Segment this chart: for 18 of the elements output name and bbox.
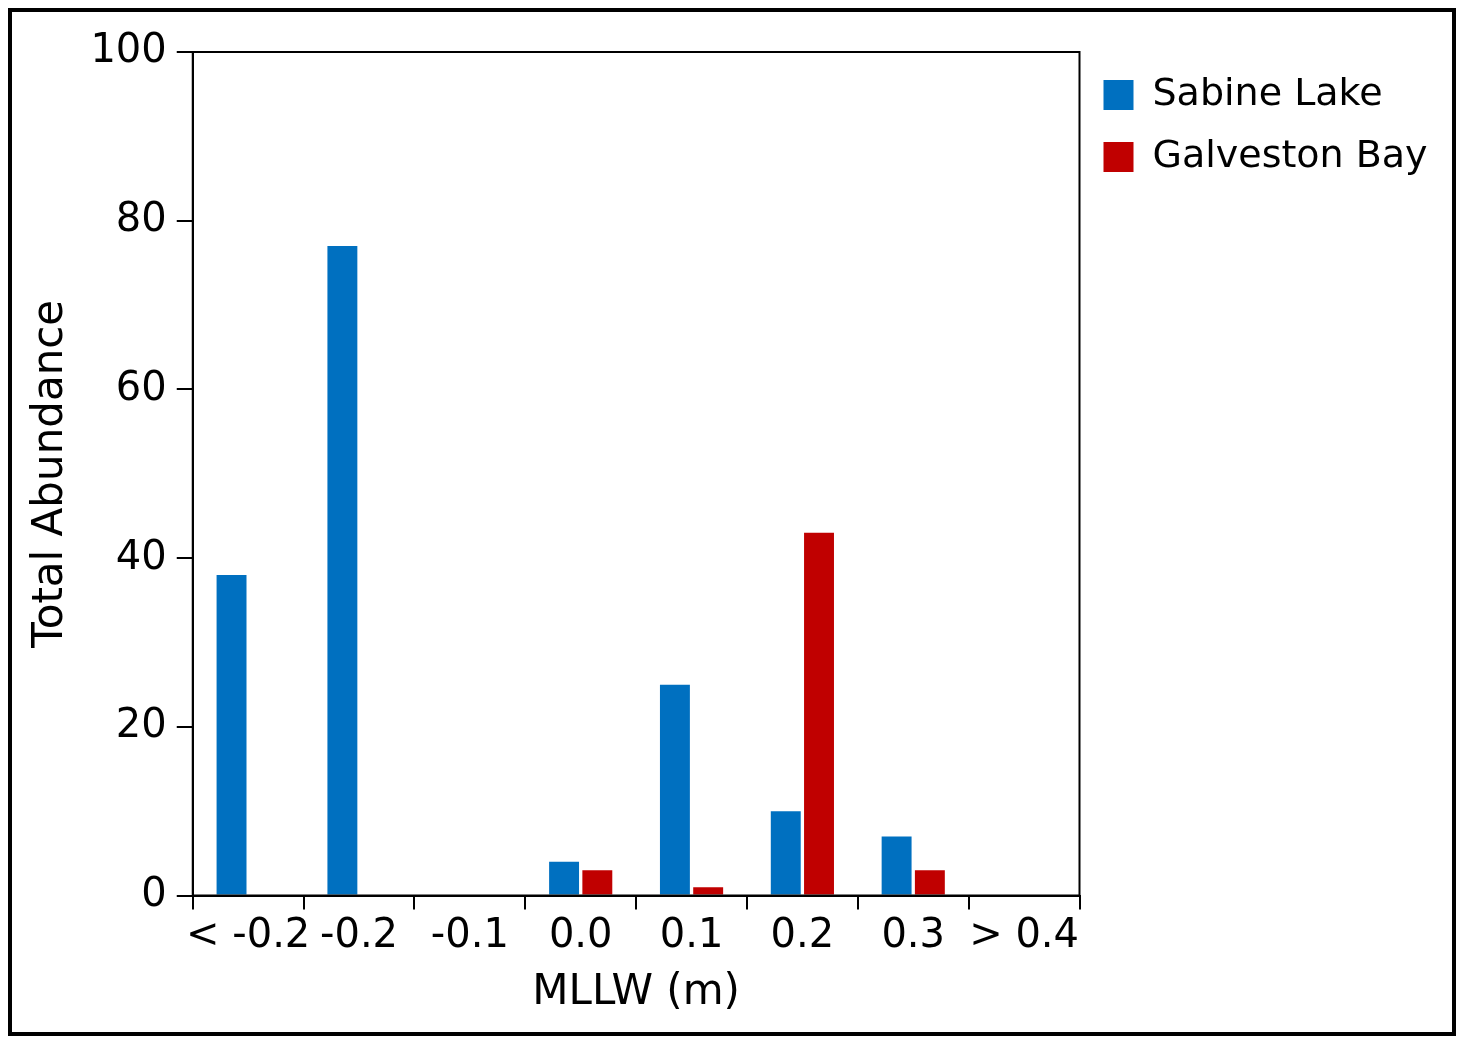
x-tick-label: 0.2 — [770, 909, 835, 956]
x-tick-label: -0.1 — [430, 909, 509, 956]
y-tick-label: 20 — [115, 700, 167, 747]
y-tick-label: 100 — [90, 25, 167, 72]
y-tick-label: 40 — [115, 531, 167, 578]
y-tick-label: 80 — [115, 194, 167, 241]
x-tick-label: -0.2 — [319, 909, 399, 956]
y-tick-label: 60 — [115, 362, 167, 409]
legend-label: Galveston Bay — [1152, 131, 1428, 176]
x-tick-label: 0.1 — [659, 909, 724, 956]
y-axis-title: Total Abundance — [23, 299, 73, 649]
x-tick-label: > 0.4 — [969, 909, 1079, 956]
x-tick-label: 0.0 — [548, 909, 613, 956]
x-tick-label: 0.3 — [881, 909, 946, 956]
legend-label: Sabine Lake — [1152, 69, 1383, 114]
y-tick-label: 0 — [141, 868, 167, 915]
x-tick-label: < -0.2 — [186, 909, 311, 956]
x-axis-title: MLLW (m) — [532, 964, 740, 1014]
